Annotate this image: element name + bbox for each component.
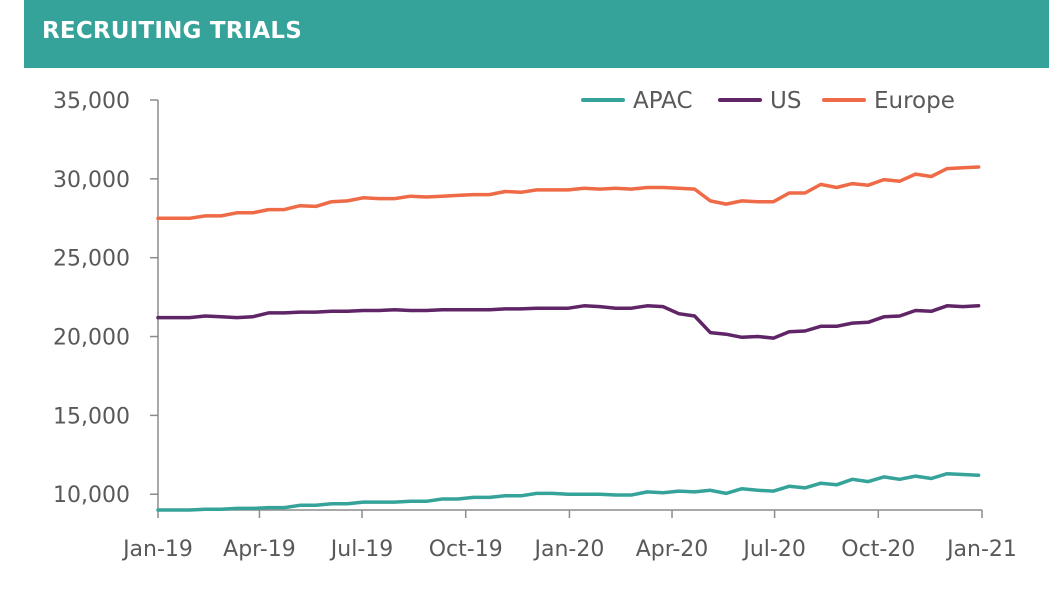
series-line-apac — [156, 471, 981, 512]
x-tick-label: Jan-19 — [121, 537, 193, 562]
legend-label-apac: APAC — [633, 88, 693, 114]
series-line-us — [156, 304, 981, 340]
x-tick-label: Jan-20 — [533, 537, 605, 562]
y-tick-label: 30,000 — [53, 168, 130, 193]
chart-plot-area — [156, 165, 981, 512]
legend-label-europe: Europe — [874, 88, 955, 114]
y-tick-label: 25,000 — [53, 247, 130, 272]
x-tick-label: Apr-19 — [223, 537, 296, 562]
x-tick-label: Oct-19 — [429, 537, 503, 562]
chart-legend: APAC US Europe — [581, 88, 955, 114]
series-line-europe — [156, 165, 981, 221]
legend-label-us: US — [770, 88, 801, 114]
x-tick-label: Oct-20 — [841, 537, 915, 562]
x-tick-label: Apr-20 — [636, 537, 709, 562]
y-tick-label: 10,000 — [53, 483, 130, 508]
x-tick-label: Jul-19 — [329, 537, 393, 562]
x-tick-label: Jul-20 — [741, 537, 805, 562]
y-tick-label: 15,000 — [53, 404, 130, 429]
chart-axes: 10,000 15,000 20,000 25,000 30,000 35,000 Jan-… — [53, 89, 1017, 562]
chart-title: RECRUITING TRIALS — [42, 18, 303, 44]
x-tick-label: Jan-21 — [945, 537, 1017, 562]
y-tick-label: 35,000 — [53, 89, 130, 114]
title-banner: RECRUITING TRIALS — [24, 0, 1049, 68]
y-tick-label: 20,000 — [53, 326, 130, 351]
